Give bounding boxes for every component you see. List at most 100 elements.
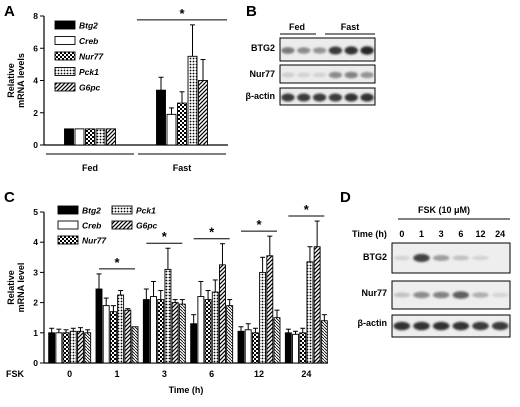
blot-b-band-btg2 <box>360 46 374 55</box>
y-tick-label: 8 <box>33 11 38 21</box>
bar-creb-1 <box>102 305 110 364</box>
blot-b-band-nur77 <box>312 72 327 78</box>
bar-pck1-fast <box>187 55 198 146</box>
legend-label-creb: Creb <box>82 221 101 231</box>
x-tick-label: 24 <box>301 369 311 379</box>
panel-letter-c: C <box>4 189 15 206</box>
western-blot-b: Fed Fast BTG2 Nur77 β-actin <box>246 22 376 106</box>
bar-btg2-0 <box>48 332 56 364</box>
blot-d-band-nur77 <box>393 292 411 298</box>
blot-b-band-btg2 <box>297 47 311 54</box>
legend-swatch-btg2 <box>54 20 76 30</box>
bar-btg2-6 <box>190 323 198 364</box>
blot-d-band-btg2 <box>393 255 411 261</box>
blot-b-strip-btg2 <box>279 37 376 62</box>
bar-creb-fast <box>166 113 177 146</box>
bar-nur77-24 <box>299 332 307 364</box>
y-tick-label: 2 <box>33 108 38 118</box>
blot-d-time-12: 12 <box>475 229 485 239</box>
bar-pck1-3 <box>164 268 172 364</box>
bar-btg2-1 <box>95 288 103 364</box>
blot-d-band-bactin <box>413 321 430 331</box>
significance-star: * <box>114 255 120 270</box>
bar-g6pc-1 <box>124 309 132 364</box>
legend-label-nur77: Nur77 <box>79 52 104 62</box>
blot-b-band-btg2 <box>328 46 343 55</box>
blot-d-strip-btg2 <box>391 242 511 274</box>
bar-pck1-1 <box>117 294 125 364</box>
blot-b-band-nur77 <box>297 72 311 78</box>
blot-b-band-btg2 <box>281 47 295 54</box>
y-tick-label: 1 <box>33 328 38 338</box>
bar-pck1-24 <box>306 261 314 364</box>
legend-swatch-creb <box>54 36 76 45</box>
significance-star: * <box>162 229 168 244</box>
significance-star: * <box>179 6 185 21</box>
blot-d-time-0: 0 <box>399 229 404 239</box>
legend-swatch-pck1 <box>54 67 76 76</box>
blot-d-time-1: 1 <box>419 229 424 239</box>
x-tick-label: 3 <box>162 369 167 379</box>
blot-b-band-bactin <box>344 93 358 102</box>
x-tick-label: Fast <box>173 163 192 173</box>
y-tick-label: 3 <box>33 267 38 277</box>
legend-swatch-g6pc <box>111 220 133 230</box>
bar-g6pc-3 <box>171 302 179 364</box>
bar-g6pc-12 <box>266 255 274 364</box>
bar-series-6-24 <box>320 320 328 364</box>
x-tick-label: 12 <box>254 369 264 379</box>
legend-label-btg2: Btg2 <box>82 206 101 216</box>
legend-swatch-nur77 <box>54 51 76 61</box>
legend-swatch-pck1 <box>111 205 133 215</box>
bar-g6pc-0 <box>77 330 84 364</box>
legend-label-g6pc: G6pc <box>136 221 158 231</box>
y-tick-label: 5 <box>33 207 38 217</box>
blot-d-band-bactin <box>491 321 509 331</box>
chart-a: 0 2 4 6 8 RelativemRNA levels Fed Fast * Btg2 Creb… <box>6 6 228 173</box>
blot-b-row-btg2: BTG2 <box>251 43 275 53</box>
bar-btg2-fast <box>156 89 166 146</box>
bar-creb-3 <box>150 296 157 364</box>
y-axis-label-line: Relative <box>6 63 16 98</box>
blot-b-band-nur77 <box>281 72 295 78</box>
bar-pck1-12 <box>259 271 267 364</box>
bar-creb-fed <box>74 128 85 146</box>
bar-nur77-6 <box>204 299 212 364</box>
y-axis-label-line: mRNA levels <box>16 53 26 108</box>
significance-star: * <box>209 225 215 240</box>
western-blot-d: FSK (10 μM) Time (h) BTG2 Nur77 β-actin … <box>352 205 511 338</box>
blot-d-time-label: Time (h) <box>352 229 387 239</box>
bar-pck1-6 <box>211 291 219 364</box>
bar-nur77-0 <box>62 332 70 364</box>
x-tick-label: 6 <box>209 369 214 379</box>
blot-b-band-bactin <box>328 93 343 102</box>
legend-label-btg2: Btg2 <box>79 21 98 31</box>
bar-btg2-fed <box>64 128 74 146</box>
blot-b-band-bactin <box>281 93 295 102</box>
bar-g6pc-fed <box>106 128 116 146</box>
panel-letter-b: B <box>246 3 257 20</box>
bar-creb-0 <box>55 332 63 364</box>
bar-series-6-0 <box>84 332 92 364</box>
fsk-label: FSK <box>6 369 25 379</box>
bar-nur77-3 <box>157 299 165 364</box>
blot-d-band-nur77 <box>413 291 430 299</box>
blot-b-band-bactin <box>312 93 327 102</box>
blot-d-band-bactin <box>432 321 450 331</box>
blot-d-treatment: FSK (10 μM) <box>418 205 470 215</box>
bar-series-6-1 <box>131 326 139 364</box>
y-axis-label-line: mRNA level <box>16 263 26 313</box>
blot-b-band-nur77 <box>360 71 374 79</box>
significance-star: * <box>256 217 262 232</box>
blot-b-row-nur77: Nur77 <box>249 69 275 79</box>
blot-d-strip-nur77 <box>391 280 511 310</box>
blot-b-band-btg2 <box>312 47 327 54</box>
blot-b-band-nur77 <box>328 71 343 79</box>
blot-b-col-fed: Fed <box>289 22 305 32</box>
legend-label-g6pc: G6pc <box>79 83 101 93</box>
bar-g6pc-6 <box>219 264 226 364</box>
blot-d-row-nur77: Nur77 <box>361 288 387 298</box>
blot-d-band-btg2 <box>432 255 450 261</box>
bar-creb-12 <box>244 329 252 364</box>
